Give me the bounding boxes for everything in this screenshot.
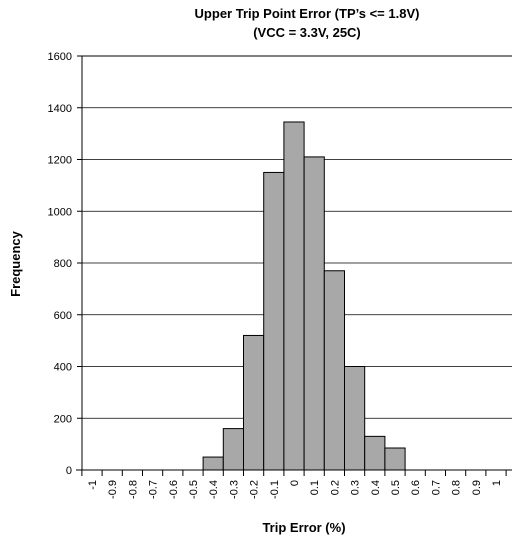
y-axis-label: Frequency <box>8 230 23 297</box>
chart-title-line2: (VCC = 3.3V, 25C) <box>253 25 361 40</box>
x-tick-label: 0.8 <box>451 480 463 495</box>
y-tick-label: 1400 <box>48 103 72 115</box>
y-tick-labels: 0 200 400 600 800 1000 1200 1400 1600 <box>48 51 72 477</box>
x-tick-label: 0.1 <box>309 480 321 495</box>
y-tick-label: 1600 <box>48 51 72 63</box>
x-tick-label: 0.6 <box>410 480 422 495</box>
x-tick-label: 0.7 <box>430 480 442 495</box>
x-tick-label: 0.4 <box>370 480 382 495</box>
histogram-bar <box>344 366 366 471</box>
x-tick-label: 0 <box>289 480 301 486</box>
x-tick-label: -0.8 <box>127 480 139 499</box>
x-tick-label: 1 <box>491 480 503 486</box>
x-tick-label: 0.3 <box>350 480 362 495</box>
histogram-bar <box>323 270 345 471</box>
x-axis-label: Trip Error (%) <box>262 520 345 535</box>
x-tick-label: -0.2 <box>249 480 261 499</box>
x-tick-label: -0.6 <box>168 480 180 499</box>
histogram-bar <box>222 428 245 471</box>
histogram-bar <box>303 156 325 471</box>
y-tick-label: 600 <box>54 310 72 322</box>
axes <box>76 55 512 476</box>
histogram-bar <box>263 171 285 471</box>
histogram-bar <box>283 121 305 471</box>
x-tick-label: 0.5 <box>390 480 402 495</box>
x-tick-label: -0.1 <box>269 480 281 499</box>
y-tick-label: 1200 <box>48 155 72 167</box>
x-tick-label: -1 <box>87 480 99 490</box>
x-tick-label: -0.7 <box>148 480 160 499</box>
y-tick-label: 1000 <box>48 206 72 218</box>
y-tick-label: 800 <box>54 258 72 270</box>
x-tick-label: -0.3 <box>228 480 240 499</box>
chart-title-line1: Upper Trip Point Error (TP’s <= 1.8V) <box>195 6 420 21</box>
histogram-bar <box>384 447 406 471</box>
x-tick-label: -0.4 <box>208 480 220 499</box>
histogram-bar <box>364 435 386 471</box>
x-tick-label: -0.5 <box>188 480 200 499</box>
x-tick-label: 0.2 <box>329 480 341 495</box>
y-tick-label: 0 <box>66 465 72 477</box>
y-tick-label: 400 <box>54 362 72 374</box>
bars <box>202 121 406 471</box>
histogram-bar <box>243 334 265 471</box>
y-tick-label: 200 <box>54 413 72 425</box>
histogram-bar <box>202 456 224 471</box>
x-tick-label: -0.9 <box>107 480 119 499</box>
x-tick-labels: -1 -0.9 -0.8 -0.7 -0.6 -0.5 -0.4 -0.3 -0.2 -0.1 0 0… <box>87 480 503 499</box>
x-tick-label: 0.9 <box>471 480 483 495</box>
